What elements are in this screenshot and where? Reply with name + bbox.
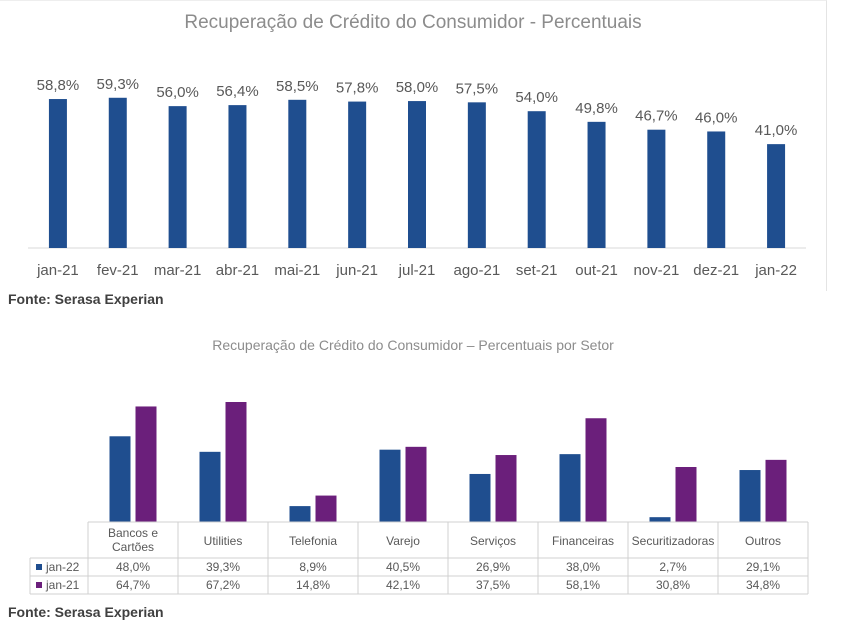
data-label: 56,4%	[216, 83, 259, 100]
bar	[649, 517, 671, 522]
data-label: 56,0%	[156, 84, 199, 101]
bar	[228, 105, 247, 249]
legend-key	[36, 582, 42, 588]
chart-2-title: Recuperação de Crédito do Consumidor – P…	[212, 337, 614, 353]
bar	[527, 111, 546, 248]
x-tick-label: mar-21	[154, 262, 202, 279]
data-label: 59,3%	[96, 76, 139, 93]
x-tick-label: nov-21	[633, 262, 679, 279]
bar	[559, 454, 581, 522]
data-label: 58,8%	[37, 77, 80, 94]
bar	[315, 495, 337, 522]
table-cell: 67,2%	[206, 578, 240, 592]
data-label: 46,7%	[635, 108, 678, 125]
table-cell: 64,7%	[116, 578, 150, 592]
data-label: 41,0%	[755, 122, 798, 139]
bar	[405, 446, 427, 522]
data-label: 54,0%	[515, 89, 558, 106]
table-cell: 39,3%	[206, 560, 240, 574]
x-tick-label: out-21	[575, 262, 618, 279]
bar	[108, 97, 127, 248]
x-tick-label: jul-21	[398, 262, 436, 279]
x-tick-label: jan-22	[754, 262, 797, 279]
x-tick-label: ago-21	[453, 262, 500, 279]
bar	[587, 121, 606, 248]
category-label: Financeiras	[552, 534, 614, 548]
x-tick-label: mai-21	[274, 262, 320, 279]
table-cell: 34,8%	[746, 578, 780, 592]
chart-1-plot: 58,8% jan-21 59,3% fev-21 56,0% mar-21 56,4% ab…	[28, 76, 806, 279]
table-cell: 37,5%	[476, 578, 510, 592]
category-label: Varejo	[386, 534, 420, 548]
bar	[109, 436, 131, 522]
table-cell: 2,7%	[659, 560, 687, 574]
bar	[739, 470, 761, 522]
category-label: Utilities	[204, 534, 243, 548]
bar	[348, 101, 367, 248]
bar	[765, 459, 787, 522]
x-tick-label: set-21	[516, 262, 558, 279]
bar	[288, 99, 307, 248]
table-cell: 40,5%	[386, 560, 420, 574]
table-cell: 8,9%	[299, 560, 327, 574]
bar	[168, 106, 187, 248]
bar	[408, 101, 426, 248]
chart-2-source: Fonte: Serasa Experian	[8, 604, 164, 620]
table-cell: 26,9%	[476, 560, 510, 574]
bar	[675, 467, 697, 522]
data-label: 57,8%	[336, 80, 379, 97]
category-label: Cartões	[112, 540, 154, 554]
category-label: Bancos e	[108, 526, 158, 540]
category-label: Telefonia	[289, 534, 337, 548]
chart-1-source: Fonte: Serasa Experian	[8, 291, 164, 307]
table-cell: 58,1%	[566, 578, 600, 592]
bar	[289, 506, 311, 522]
x-tick-label: jun-21	[335, 262, 378, 279]
bar	[225, 402, 247, 522]
table-cell: 38,0%	[566, 560, 600, 574]
bar	[707, 131, 726, 248]
x-tick-label: fev-21	[97, 262, 139, 279]
category-label: Outros	[745, 534, 781, 548]
data-label: 49,8%	[575, 100, 618, 117]
bar	[199, 451, 221, 522]
x-tick-label: jan-21	[36, 262, 79, 279]
series-label: jan-21	[45, 578, 80, 592]
table-cell: 29,1%	[746, 560, 780, 574]
data-label: 58,5%	[276, 78, 319, 95]
category-label: Securitizadoras	[632, 534, 715, 548]
bar	[495, 455, 517, 522]
table-cell: 48,0%	[116, 560, 150, 574]
table-cell: 42,1%	[386, 578, 420, 592]
legend-key	[36, 564, 42, 570]
bar	[469, 473, 491, 522]
series-label: jan-22	[45, 560, 80, 574]
bar	[585, 418, 607, 522]
chart-1-frame	[0, 0, 827, 291]
bar	[379, 449, 401, 522]
data-label: 58,0%	[396, 79, 439, 96]
bar	[647, 129, 666, 248]
data-label: 57,5%	[456, 80, 499, 97]
bar	[467, 102, 486, 248]
table-cell: 30,8%	[656, 578, 690, 592]
chart-1-title: Recuperação de Crédito do Consumidor - P…	[184, 12, 642, 33]
bar	[48, 99, 67, 248]
data-label: 46,0%	[695, 109, 738, 126]
x-tick-label: dez-21	[693, 262, 739, 279]
bar	[767, 144, 786, 248]
x-tick-label: abr-21	[216, 262, 259, 279]
category-label: Serviços	[470, 534, 516, 548]
bar	[135, 406, 157, 522]
table-cell: 14,8%	[296, 578, 330, 592]
